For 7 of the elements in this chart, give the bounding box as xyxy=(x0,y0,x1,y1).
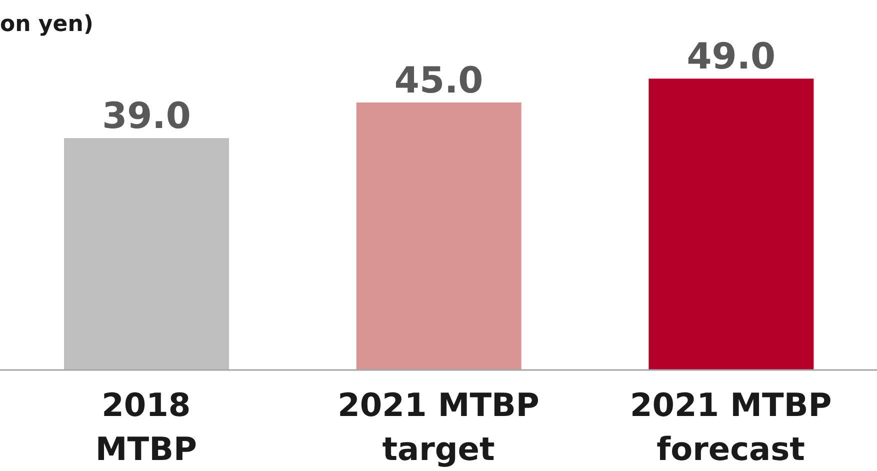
x-tick-label: 2018 MTBP xyxy=(95,386,197,468)
y-axis-title: on yen) xyxy=(0,12,94,37)
x-tick-label: 2021 MTBP target xyxy=(338,386,540,468)
data-label: 45.0 xyxy=(394,60,484,102)
data-label: 49.0 xyxy=(686,36,776,78)
data-label: 39.0 xyxy=(102,96,191,138)
x-tick-label: 2021 MTBP forecast xyxy=(630,386,832,468)
